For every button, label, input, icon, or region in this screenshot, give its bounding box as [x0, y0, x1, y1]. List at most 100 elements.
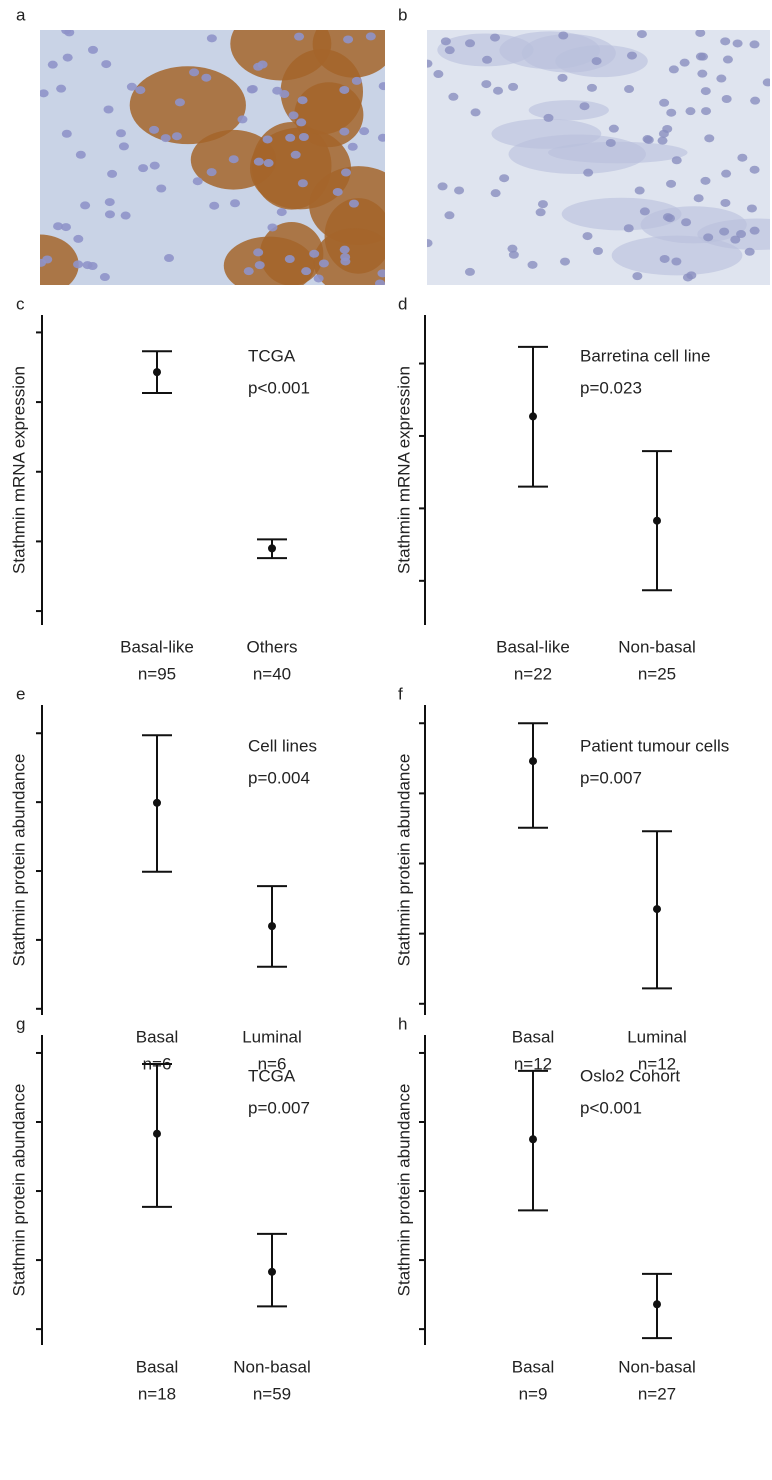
nucleus [750, 96, 761, 105]
nucleus [704, 134, 715, 143]
nucleus [40, 89, 49, 98]
annotation: p=0.023 [580, 378, 642, 397]
nucleus [721, 169, 732, 178]
nucleus [160, 134, 171, 143]
mean-point [153, 1129, 161, 1138]
nucleus [101, 60, 112, 69]
annotation: TCGA [248, 346, 296, 365]
nucleus [744, 247, 755, 256]
mean-point [268, 544, 276, 553]
annotation: p=0.007 [580, 768, 642, 787]
annotation: Patient tumour cells [580, 736, 729, 755]
nucleus [288, 111, 299, 120]
nucleus [732, 39, 743, 48]
micrograph-a-cells [40, 30, 385, 285]
nucleus [351, 76, 362, 85]
nucleus [657, 136, 668, 145]
nucleus [762, 78, 770, 87]
nucleus [737, 153, 748, 162]
y-axis-label: Stathmin mRNA expression [9, 366, 28, 574]
nucleus [499, 174, 510, 183]
nucleus [659, 98, 670, 107]
tissue-cluster [312, 30, 385, 78]
x-tick-label: Non-basal [233, 1357, 311, 1376]
tissue-strand [508, 134, 646, 174]
nucleus [749, 226, 760, 235]
nucleus [267, 223, 278, 232]
nucleus [192, 177, 203, 186]
nucleus [47, 60, 58, 69]
annotation: p=0.007 [248, 1098, 310, 1117]
nucleus [149, 125, 160, 134]
nucleus [60, 223, 71, 232]
nucleus [75, 150, 86, 159]
nucleus [608, 124, 619, 133]
nucleus [701, 107, 712, 116]
x-tick-label: Non-basal [618, 637, 696, 656]
tissue-cluster [223, 236, 315, 285]
n-label: n=18 [138, 1384, 176, 1403]
nucleus [206, 34, 217, 43]
nucleus [493, 86, 504, 95]
nucleus [230, 199, 241, 208]
nucleus [120, 211, 131, 220]
panel-letter: h [398, 1014, 407, 1033]
nucleus [339, 85, 350, 94]
nucleus [642, 135, 653, 144]
nucleus [359, 127, 370, 136]
nucleus [559, 257, 570, 266]
nucleus [156, 184, 167, 193]
nucleus [464, 267, 475, 276]
x-tick-label: Basal-like [496, 637, 570, 656]
nucleus [138, 164, 149, 173]
y-axis-label: Stathmin mRNA expression [394, 366, 413, 574]
n-label: n=12 [514, 1054, 552, 1073]
nucleus [174, 98, 185, 107]
nucleus [662, 213, 673, 222]
nucleus [189, 68, 200, 77]
nucleus [276, 208, 287, 217]
nucleus [440, 37, 451, 46]
n-label: n=6 [258, 1054, 287, 1073]
y-axis-label: Stathmin protein abundance [9, 754, 28, 967]
nucleus [681, 218, 692, 227]
nucleus [662, 124, 673, 133]
nucleus [339, 245, 350, 254]
nucleus [679, 58, 690, 67]
nucleus [296, 118, 307, 127]
nucleus [671, 156, 682, 165]
nucleus [115, 129, 126, 138]
n-label: n=9 [519, 1384, 548, 1403]
mean-point [268, 1267, 276, 1276]
panel-letter: c [16, 294, 25, 313]
nucleus [722, 55, 733, 64]
x-tick-label: Luminal [242, 1027, 302, 1046]
nucleus [749, 40, 760, 49]
nucleus [254, 261, 265, 270]
nucleus [107, 169, 118, 178]
tissue-strand [561, 197, 682, 231]
nucleus [103, 105, 114, 114]
annotation: Barretina cell line [580, 346, 710, 365]
nucleus [228, 155, 239, 164]
nucleus [543, 113, 554, 122]
annotation: Oslo2 Cohort [580, 1066, 680, 1085]
nucleus [339, 127, 350, 136]
nucleus [61, 129, 72, 138]
nucleus [605, 138, 616, 147]
nucleus [623, 224, 634, 233]
nucleus [579, 102, 590, 111]
nucleus [253, 248, 264, 257]
nucleus [703, 233, 714, 242]
x-tick-label: Basal [512, 1027, 555, 1046]
nucleus [171, 132, 182, 141]
nucleus [730, 235, 741, 244]
nucleus [719, 227, 730, 236]
nucleus [444, 211, 455, 220]
nucleus [257, 60, 268, 69]
n-label: n=12 [638, 1054, 676, 1073]
mean-point [529, 757, 537, 766]
nucleus [557, 73, 568, 82]
nucleus [632, 272, 643, 281]
